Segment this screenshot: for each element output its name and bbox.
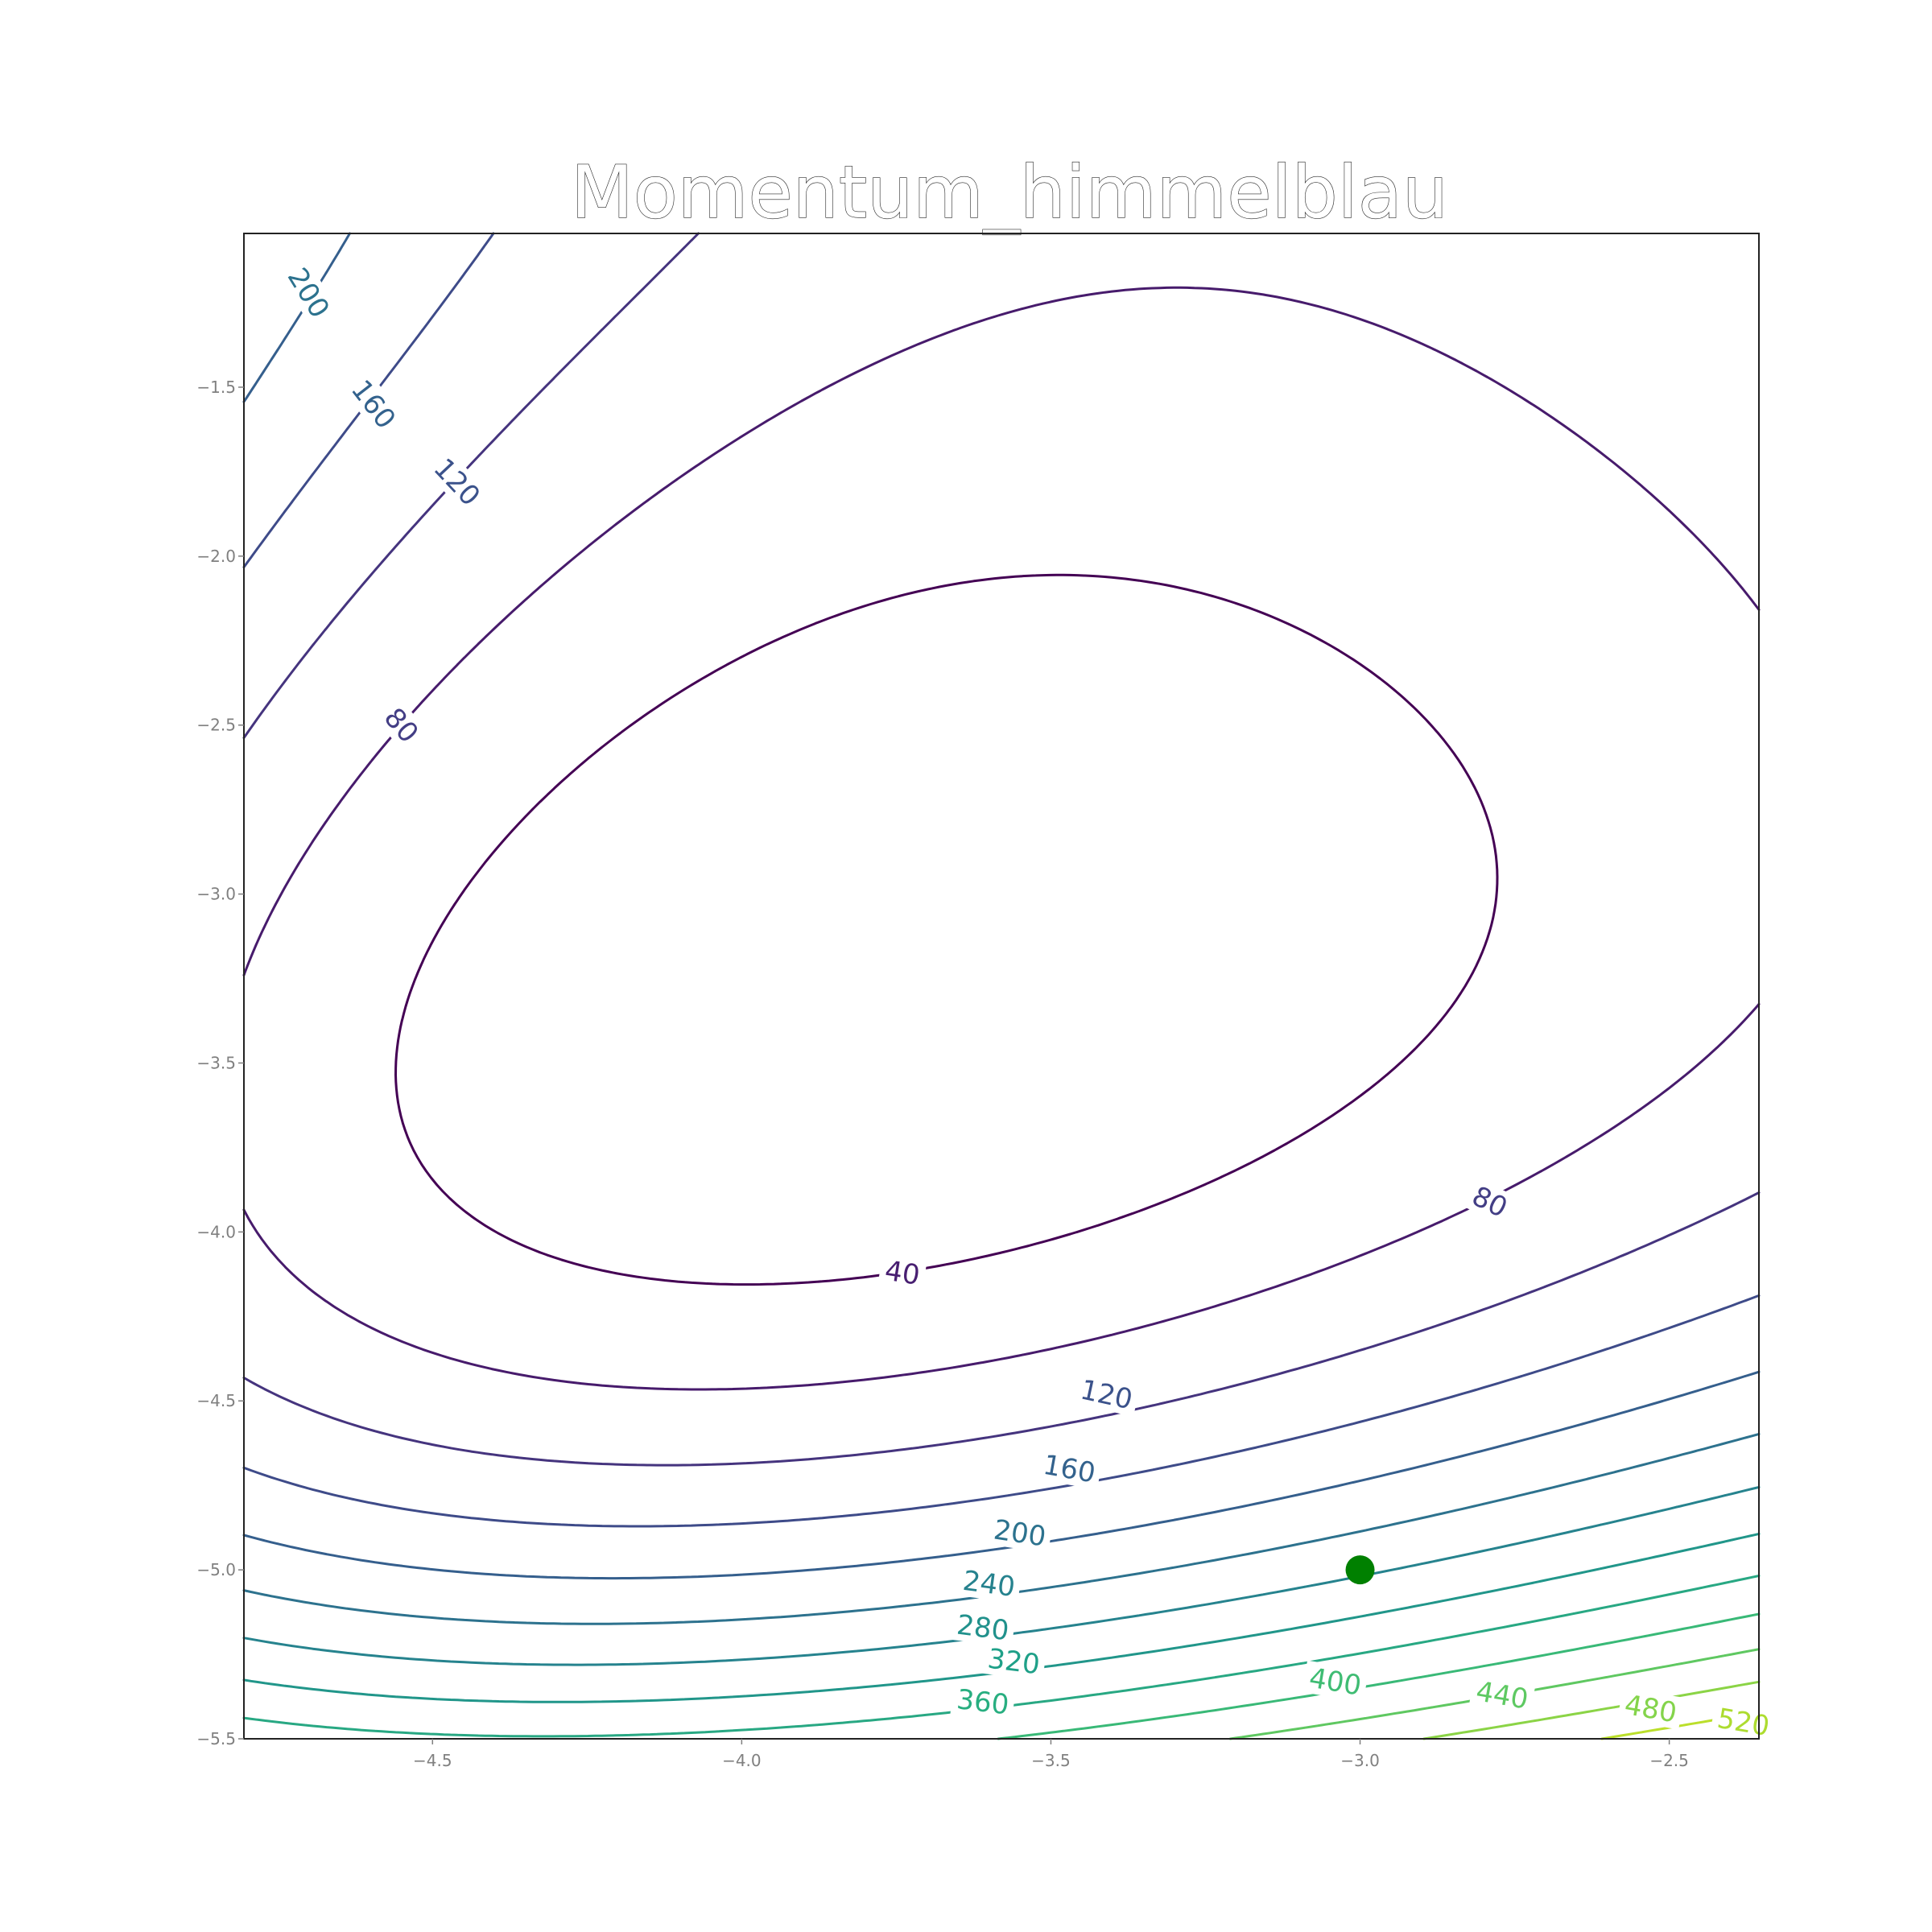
contour-label-bg — [341, 369, 406, 439]
y-tick-label: −1.5 — [196, 378, 236, 397]
y-tick-label: −5.5 — [196, 1729, 236, 1748]
x-tick-label: −3.5 — [1031, 1751, 1071, 1770]
contour-label-bg — [986, 1512, 1054, 1554]
contour-label-group: 320 — [980, 1641, 1047, 1682]
contour-label-bg — [424, 448, 490, 516]
contour-label: 240 — [961, 1565, 1018, 1604]
contour-line-160 — [242, 232, 1761, 1528]
contour-label-group: 400 — [1302, 1660, 1369, 1703]
y-tick-label: −4.0 — [196, 1222, 236, 1241]
contour-label: 280 — [955, 1609, 1010, 1648]
x-tick-label: −4.5 — [413, 1751, 452, 1770]
y-tick-label: −5.0 — [196, 1560, 236, 1579]
chart-title: Momentum_himmelblau — [571, 151, 1448, 235]
contour-label-bg — [877, 1253, 927, 1292]
contour-label-bg — [950, 1682, 1016, 1722]
y-axis: −1.5 −2.0 −2.5 −3.0 −3.5 −4.0 −4.5 −5.0 −5.5 — [196, 378, 244, 1748]
x-axis: −4.5 −4.0 −3.5 −3.0 −2.5 — [413, 1739, 1689, 1770]
contour-label-bg — [279, 258, 339, 328]
x-tick-label: −2.5 — [1649, 1751, 1689, 1770]
contour-label-bg — [980, 1641, 1047, 1682]
contour-label-bg — [950, 1607, 1016, 1648]
contour-label: 40 — [883, 1255, 923, 1292]
y-tick-label: −4.5 — [196, 1391, 236, 1410]
contour-label-bg — [956, 1563, 1022, 1604]
contour-line-40 — [394, 573, 1499, 1286]
contour-line-80 — [242, 286, 1761, 1391]
current-position-marker — [1345, 1555, 1375, 1585]
contour-label-bg — [1036, 1447, 1103, 1490]
contour-label-group: 200 — [986, 1512, 1054, 1554]
y-tick-label: −3.5 — [196, 1053, 236, 1072]
contour-line-120 — [242, 232, 1761, 1467]
x-tick-label: −4.0 — [722, 1751, 762, 1770]
contour-line-280 — [242, 1485, 1761, 1666]
contour-label-bg — [374, 697, 429, 753]
y-tick-label: −2.0 — [196, 547, 236, 566]
contour-label-group: 40 — [877, 1253, 927, 1292]
contour-label: 360 — [955, 1683, 1010, 1721]
plot-frame — [243, 233, 1760, 1740]
contour-label-bg — [1072, 1372, 1141, 1417]
contour-label-bg — [1468, 1674, 1536, 1716]
contour-label-bg — [1710, 1700, 1777, 1744]
contour-label-group: 240 — [956, 1563, 1022, 1604]
contour-label-bg — [1462, 1177, 1517, 1226]
contour-lines — [242, 232, 1761, 1740]
contour-label-bg — [1617, 1686, 1684, 1730]
contour-label-group: 480 — [1617, 1686, 1684, 1730]
contour-label-group: 280 — [950, 1607, 1016, 1648]
y-tick-label: −3.0 — [196, 885, 236, 904]
contour-line-320 — [242, 1532, 1761, 1703]
contour-label-group: 360 — [950, 1682, 1016, 1722]
contour-label: 200 — [992, 1513, 1048, 1553]
y-tick-label: −2.5 — [196, 716, 236, 735]
marker-layer — [1345, 1555, 1375, 1585]
contour-label: 320 — [986, 1643, 1042, 1682]
x-tick-label: −3.0 — [1340, 1751, 1380, 1770]
contour-label-bg — [1302, 1660, 1369, 1703]
contour-line-200 — [242, 232, 1761, 1580]
